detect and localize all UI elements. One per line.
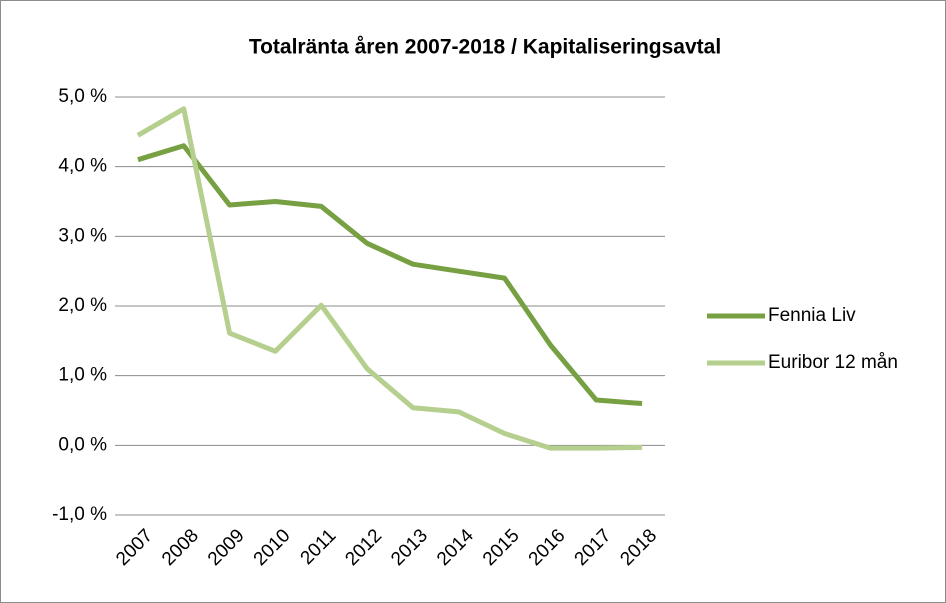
y-tick-label: 0,0 % [58, 434, 107, 455]
series-line [137, 143, 643, 407]
legend-label: Euribor 12 mån [768, 352, 898, 373]
y-tick-label: 5,0 % [58, 86, 107, 107]
y-tick-label: 2,0 % [58, 295, 107, 316]
y-tick-label: 3,0 % [58, 225, 107, 246]
y-tick-label: 4,0 % [58, 156, 107, 177]
legend-label: Fennia Liv [768, 305, 856, 326]
chart-title: Totalränta åren 2007-2018 / Kapitaliseri… [249, 36, 721, 59]
series-line [136, 106, 643, 451]
y-tick-label: -1,0 % [52, 504, 107, 525]
y-tick-label: 1,0 % [58, 365, 107, 386]
